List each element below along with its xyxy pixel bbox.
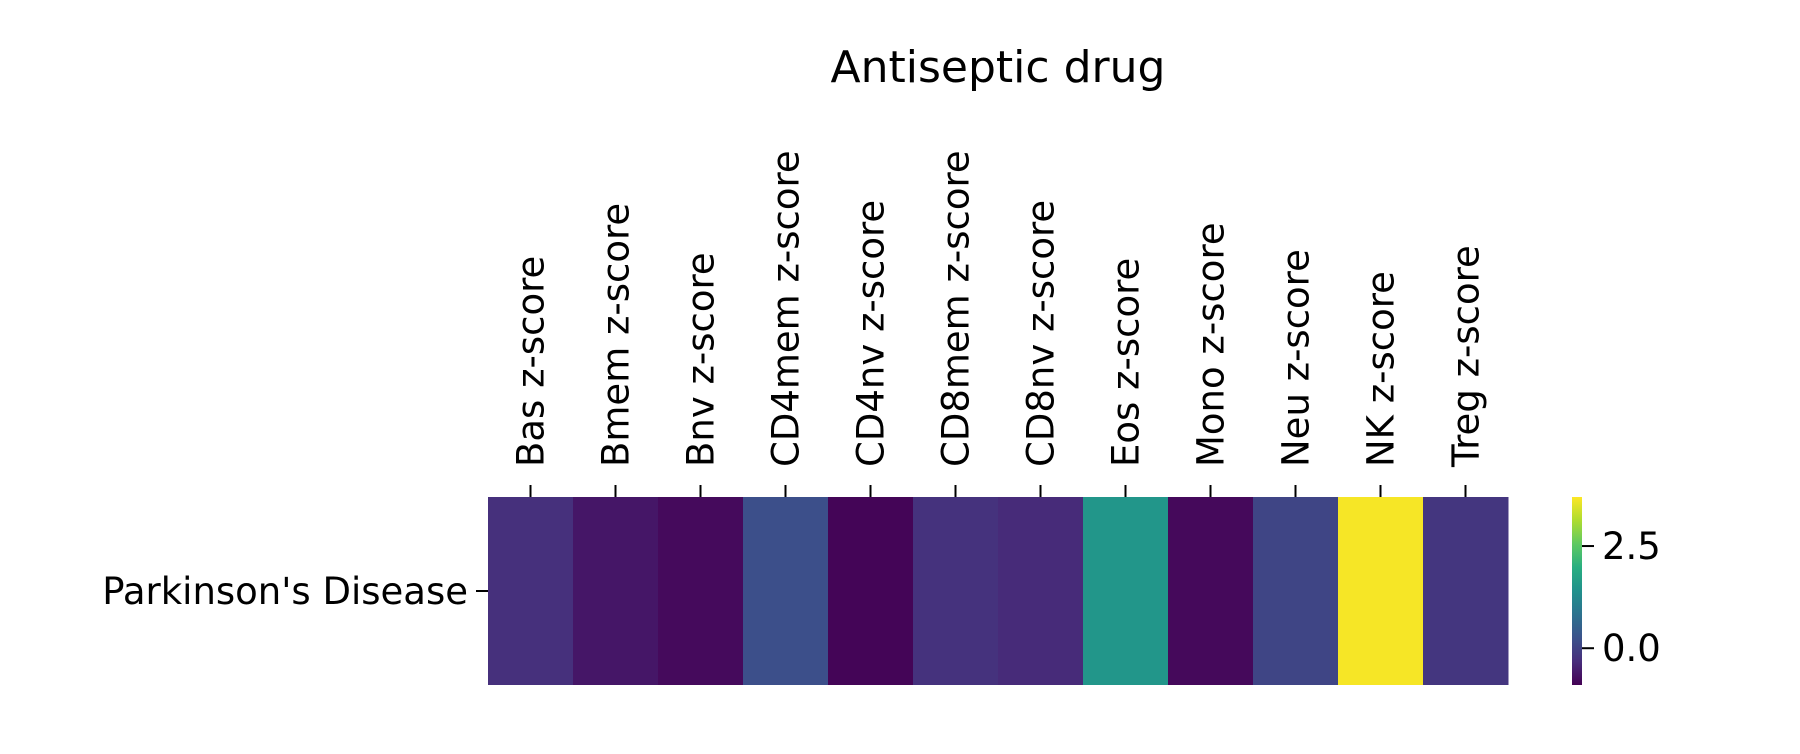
heatmap-cell [1338,497,1424,685]
heatmap-cell [743,497,829,685]
column-label: CD4mem z-score [765,150,808,467]
column-label: Bnv z-score [680,252,723,467]
column-label: Bas z-score [510,256,553,467]
colorbar-tick-label: 0.0 [1602,627,1661,670]
column-label: Treg z-score [1445,245,1488,468]
heatmap-cell [488,497,574,685]
row-label: Parkinson's Disease [102,570,468,613]
heatmap-cell [828,497,914,685]
chart-title: Antiseptic drug [831,42,1166,93]
colorbar-gradient [1572,497,1582,685]
heatmap-cell [913,497,999,685]
row-labels: Parkinson's Disease [102,570,488,613]
column-label: CD8nv z-score [1020,200,1063,467]
column-labels: Bas z-score Bmem z-score Bnv z-score CD4mem… [510,150,1488,497]
heatmap-cell [1168,497,1254,685]
heatmap-cell [1253,497,1339,685]
heatmap-cell [1423,497,1509,685]
column-label: NK z-score [1360,271,1403,467]
heatmap-cell [658,497,744,685]
column-label: CD8mem z-score [935,150,978,467]
column-label: Bmem z-score [595,203,638,467]
colorbar-tick-label: 2.5 [1602,525,1661,568]
column-label: Eos z-score [1105,258,1148,467]
heatmap-cells [488,497,1509,685]
heatmap-cell [998,497,1084,685]
column-label: Neu z-score [1275,249,1318,467]
colorbar: 0.0 2.5 [1572,497,1661,685]
column-label: Mono z-score [1190,222,1233,467]
heatmap-cell [573,497,659,685]
heatmap-cell [1083,497,1169,685]
column-label: CD4nv z-score [850,200,893,467]
